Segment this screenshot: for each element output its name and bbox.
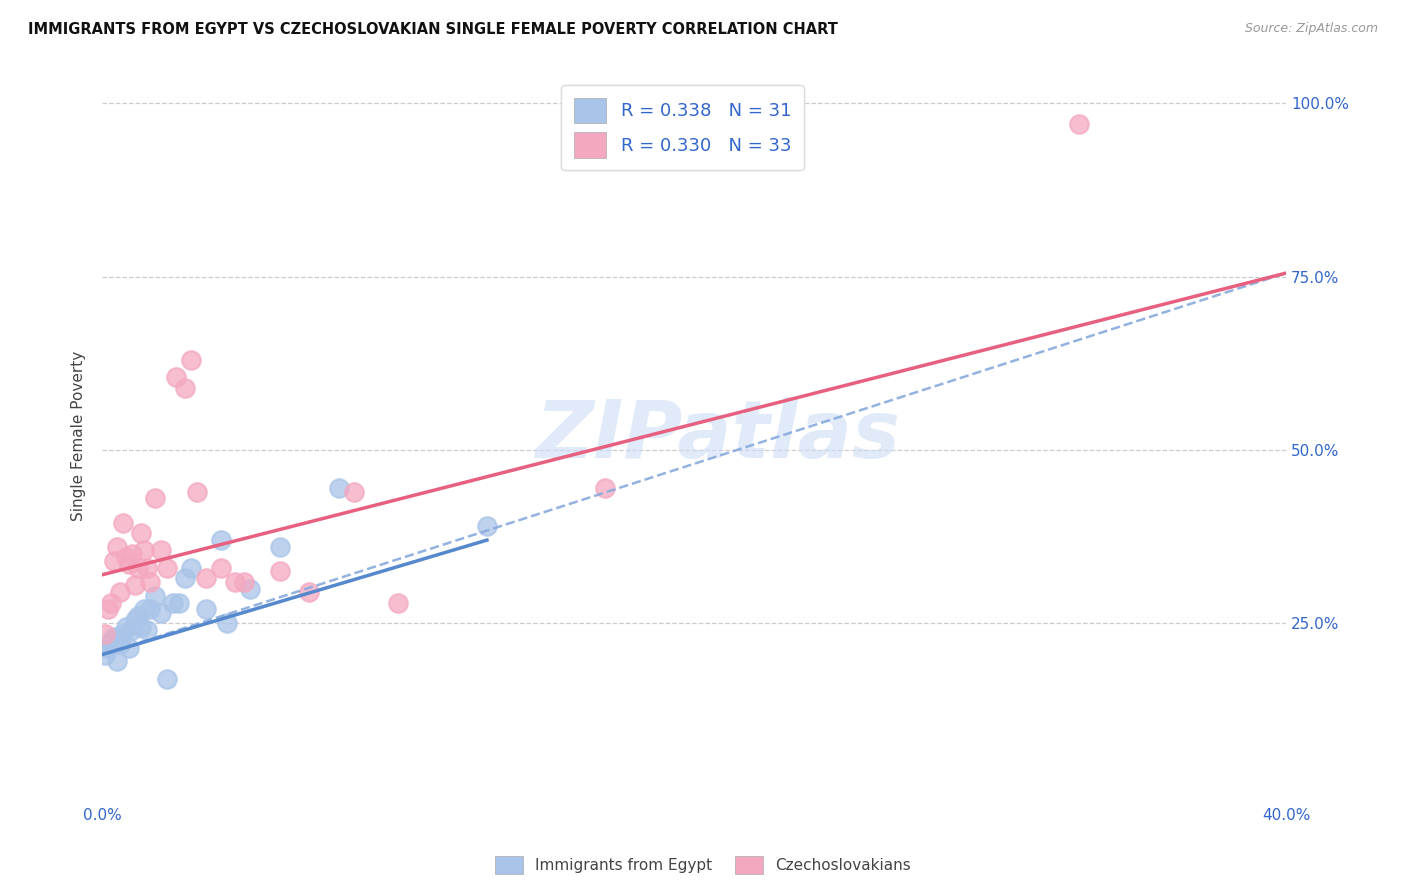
Point xyxy=(111,626,134,640)
Point xyxy=(97,637,120,651)
Point xyxy=(165,370,187,384)
Point xyxy=(127,609,149,624)
Point xyxy=(475,519,498,533)
Point xyxy=(194,571,217,585)
Point xyxy=(138,602,160,616)
Point xyxy=(194,602,217,616)
Point xyxy=(108,585,131,599)
Point xyxy=(224,574,246,589)
Point xyxy=(167,595,190,609)
Point xyxy=(124,578,146,592)
Point xyxy=(108,637,131,651)
Point xyxy=(105,655,128,669)
Point xyxy=(186,484,208,499)
Point xyxy=(209,533,232,547)
Point xyxy=(115,550,138,565)
Point xyxy=(115,620,138,634)
Point xyxy=(121,547,143,561)
Point xyxy=(100,595,122,609)
Point xyxy=(174,571,197,585)
Point xyxy=(1067,117,1090,131)
Point xyxy=(150,606,173,620)
Point xyxy=(150,543,173,558)
Text: Source: ZipAtlas.com: Source: ZipAtlas.com xyxy=(1244,22,1378,36)
Point xyxy=(145,589,167,603)
Legend: Immigrants from Egypt, Czechoslovakians: Immigrants from Egypt, Czechoslovakians xyxy=(489,850,917,880)
Point xyxy=(595,481,617,495)
Point xyxy=(135,561,157,575)
Point xyxy=(145,491,167,506)
Point xyxy=(328,481,350,495)
Point xyxy=(97,602,120,616)
Point xyxy=(343,484,366,499)
Legend: R = 0.338   N = 31, R = 0.330   N = 33: R = 0.338 N = 31, R = 0.330 N = 33 xyxy=(561,85,804,170)
Point xyxy=(269,564,291,578)
Point xyxy=(100,633,122,648)
Point xyxy=(209,561,232,575)
Point xyxy=(180,561,202,575)
Point xyxy=(132,602,155,616)
Point xyxy=(94,648,117,662)
Text: IMMIGRANTS FROM EGYPT VS CZECHOSLOVAKIAN SINGLE FEMALE POVERTY CORRELATION CHART: IMMIGRANTS FROM EGYPT VS CZECHOSLOVAKIAN… xyxy=(28,22,838,37)
Point xyxy=(162,595,184,609)
Point xyxy=(156,672,179,686)
Point xyxy=(97,640,120,655)
Point xyxy=(138,574,160,589)
Text: ZIPatlas: ZIPatlas xyxy=(536,397,900,475)
Point xyxy=(105,540,128,554)
Point xyxy=(215,616,238,631)
Point xyxy=(127,561,149,575)
Point xyxy=(174,380,197,394)
Point xyxy=(129,620,152,634)
Point xyxy=(129,526,152,541)
Point xyxy=(118,640,141,655)
Y-axis label: Single Female Poverty: Single Female Poverty xyxy=(72,351,86,521)
Point xyxy=(121,624,143,638)
Point xyxy=(269,540,291,554)
Point xyxy=(132,543,155,558)
Point xyxy=(103,554,125,568)
Point xyxy=(298,585,321,599)
Point xyxy=(180,352,202,367)
Point xyxy=(111,516,134,530)
Point xyxy=(233,574,256,589)
Point xyxy=(239,582,262,596)
Point xyxy=(94,626,117,640)
Point xyxy=(118,558,141,572)
Point xyxy=(124,613,146,627)
Point xyxy=(156,561,179,575)
Point xyxy=(103,630,125,644)
Point xyxy=(135,624,157,638)
Point xyxy=(387,595,409,609)
